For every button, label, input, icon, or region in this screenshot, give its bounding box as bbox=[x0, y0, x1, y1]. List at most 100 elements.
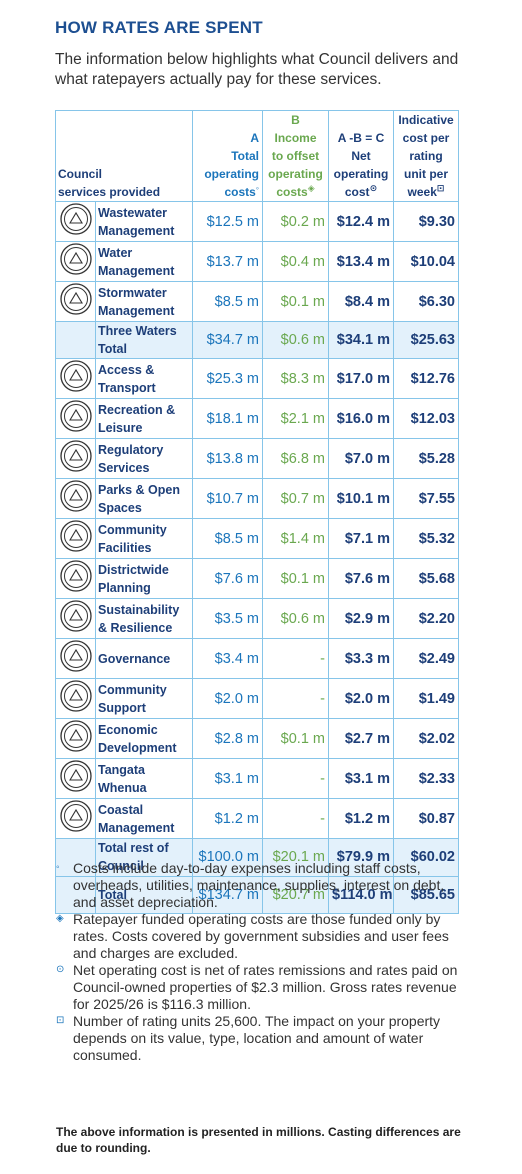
value-cell: $3.1 m bbox=[192, 758, 263, 800]
service-name: Governance bbox=[95, 638, 193, 680]
service-name: Community Support bbox=[95, 678, 193, 720]
column-header: Indicative cost per rating unit per week⊡ bbox=[393, 110, 459, 202]
value-cell: $7.6 m bbox=[192, 558, 263, 600]
footnote-text: Net operating cost is net of rates remis… bbox=[73, 962, 458, 1012]
value-cell: $79.9 m bbox=[328, 838, 394, 877]
value-cell: $5.32 bbox=[393, 518, 459, 560]
header-line: rating bbox=[409, 149, 443, 163]
value-cell: - bbox=[262, 798, 329, 840]
service-icon bbox=[59, 720, 92, 752]
value-cell: $114.0 m bbox=[328, 875, 394, 914]
footnote-marker: ⊡ bbox=[436, 183, 445, 193]
value-cell: $13.4 m bbox=[328, 241, 394, 282]
value-cell: $34.7 m bbox=[192, 320, 263, 360]
table-row: Sustainability & Resilience $3.5 m $0.6 m $… bbox=[55, 598, 459, 640]
service-icon bbox=[59, 360, 92, 392]
value-cell: $10.7 m bbox=[192, 478, 263, 520]
header-line: operating bbox=[333, 167, 389, 181]
rates-table: Council services provided A Total operating c… bbox=[55, 110, 459, 914]
value-cell: $20.7 m bbox=[262, 875, 329, 914]
service-icon bbox=[59, 640, 92, 672]
table-row: Wastewater Management $12.5 m $0.2 m $12.4 … bbox=[55, 201, 459, 242]
service-name: Access & Transport bbox=[95, 358, 193, 400]
value-cell: $2.7 m bbox=[328, 718, 394, 760]
icon-cell bbox=[55, 678, 96, 720]
header-line: unit per bbox=[404, 167, 448, 181]
service-name: Regulatory Services bbox=[95, 438, 193, 480]
header-line: B bbox=[291, 113, 300, 127]
value-cell: $34.1 m bbox=[328, 320, 394, 360]
icon-cell bbox=[55, 241, 96, 282]
header-line: cost per bbox=[402, 131, 450, 145]
header-line: Council bbox=[58, 167, 102, 181]
footnote-marker: ◈ bbox=[307, 183, 315, 193]
table-row: Stormwater Management $8.5 m $0.1 m $8.4 m $… bbox=[55, 281, 459, 322]
icon-cell bbox=[55, 798, 96, 840]
header-line: operating bbox=[204, 167, 259, 181]
service-name: Recreation & Leisure bbox=[95, 398, 193, 440]
service-icon bbox=[59, 283, 92, 315]
value-cell: $0.7 m bbox=[262, 478, 329, 520]
header-line: week bbox=[407, 185, 437, 199]
value-cell: $2.33 bbox=[393, 758, 459, 800]
footnotes: ◦ Costs include day-to-day expenses inclu… bbox=[56, 860, 466, 1064]
value-cell: $0.87 bbox=[393, 798, 459, 840]
icon-cell bbox=[55, 478, 96, 520]
icon-cell bbox=[55, 358, 96, 400]
value-cell: $9.30 bbox=[393, 201, 459, 242]
value-cell: $7.0 m bbox=[328, 438, 394, 480]
footnote-marker: ◦ bbox=[255, 183, 259, 193]
value-cell: $1.2 m bbox=[192, 798, 263, 840]
column-header: A Total operating costs◦ bbox=[192, 110, 263, 202]
service-icon bbox=[59, 440, 92, 472]
value-cell: $3.5 m bbox=[192, 598, 263, 640]
service-name: Tangata Whenua bbox=[95, 758, 193, 800]
footnote-text: Ratepayer funded operating costs are tho… bbox=[73, 911, 449, 961]
value-cell: $0.6 m bbox=[262, 320, 329, 360]
service-icon bbox=[59, 800, 92, 832]
service-name: Total bbox=[95, 875, 193, 914]
header-line: costs bbox=[224, 185, 256, 199]
service-icon bbox=[59, 600, 92, 632]
value-cell: $7.6 m bbox=[328, 558, 394, 600]
service-icon bbox=[59, 760, 92, 792]
header-line: A -B = C bbox=[337, 131, 385, 145]
value-cell: $2.49 bbox=[393, 638, 459, 680]
value-cell: $2.8 m bbox=[192, 718, 263, 760]
value-cell: $2.1 m bbox=[262, 398, 329, 440]
footnote: ◈ Ratepayer funded operating costs are th… bbox=[56, 911, 466, 962]
icon-cell bbox=[55, 558, 96, 600]
value-cell: $2.9 m bbox=[328, 598, 394, 640]
icon-cell bbox=[55, 438, 96, 480]
table-row: Parks & Open Spaces $10.7 m $0.7 m $10.1 m $… bbox=[55, 478, 459, 520]
value-cell: $10.1 m bbox=[328, 478, 394, 520]
value-cell: $7.1 m bbox=[328, 518, 394, 560]
header-line: costs bbox=[276, 185, 308, 199]
value-cell: $0.2 m bbox=[262, 201, 329, 242]
value-cell: $8.3 m bbox=[262, 358, 329, 400]
value-cell: $60.02 bbox=[393, 838, 459, 877]
header-line: to offset bbox=[271, 149, 320, 163]
value-cell: $13.7 m bbox=[192, 241, 263, 282]
header-row: Council services provided A Total operating c… bbox=[55, 110, 459, 202]
value-cell: $5.28 bbox=[393, 438, 459, 480]
icon-cell bbox=[55, 518, 96, 560]
header-line: operating bbox=[268, 167, 323, 181]
value-cell: $17.0 m bbox=[328, 358, 394, 400]
table-row: Coastal Management $1.2 m - $1.2 m $0.87 bbox=[55, 798, 459, 840]
note: The above information is presented in mi… bbox=[56, 1125, 461, 1155]
value-cell: $2.02 bbox=[393, 718, 459, 760]
icon-cell bbox=[55, 838, 96, 877]
service-name: Sustainability & Resilience bbox=[95, 598, 193, 640]
value-cell: $12.4 m bbox=[328, 201, 394, 242]
header-line: Net bbox=[351, 149, 371, 163]
table-row: Three Waters Total $34.7 m $0.6 m $34.1 m $2… bbox=[55, 320, 459, 360]
service-icon bbox=[59, 243, 92, 275]
value-cell: $85.65 bbox=[393, 875, 459, 914]
service-name: Three Waters Total bbox=[95, 320, 193, 360]
icon-cell bbox=[55, 398, 96, 440]
header-line: services provided bbox=[58, 185, 161, 199]
value-cell: $2.0 m bbox=[192, 678, 263, 720]
header-line: Indicative bbox=[398, 113, 454, 127]
header-line: A bbox=[250, 131, 259, 145]
